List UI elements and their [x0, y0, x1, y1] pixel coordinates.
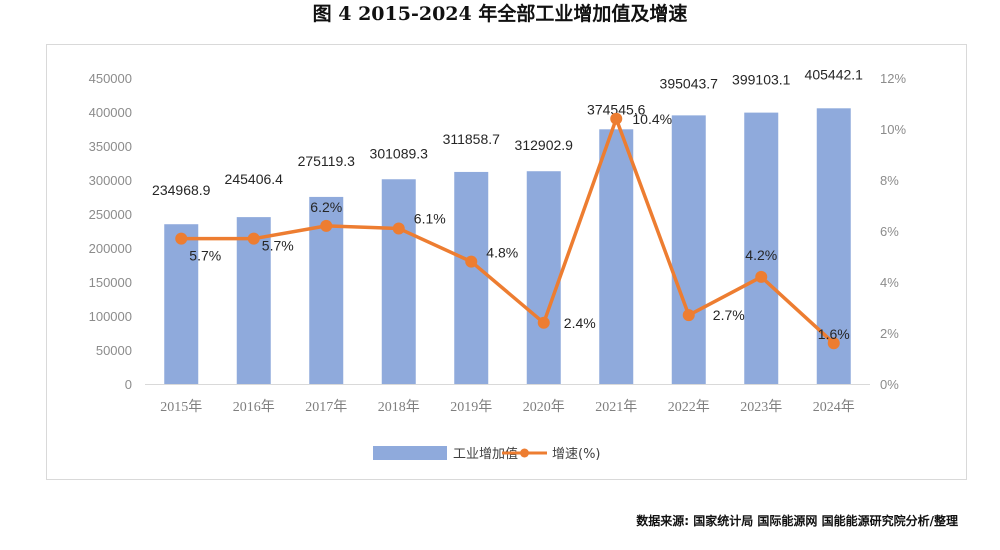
x-axis-ticks: 2015年 2016年 2017年 2018年 2019年 2020年 2021年 2022年… — [160, 399, 855, 415]
chart-title: 图 4 2015-2024 年全部工业增加值及增速 — [312, 3, 688, 25]
x-axis-tick-label: 2020年 — [523, 399, 565, 415]
growth-data-label: 6.2% — [310, 199, 342, 215]
x-axis-tick-label: 2017年 — [305, 399, 347, 415]
bar-series — [164, 108, 851, 384]
bar-data-label: 234968.9 — [152, 182, 211, 198]
growth-point — [465, 255, 478, 268]
bar — [381, 179, 416, 384]
right-axis-tick-label: 10% — [880, 122, 906, 137]
growth-point — [755, 270, 768, 283]
growth-line — [181, 117, 835, 345]
left-axis-tick-label: 200000 — [89, 241, 132, 256]
bar-data-label: 374545.6 — [587, 101, 646, 117]
left-axis-tick-label: 50000 — [96, 343, 132, 358]
right-axis-tick-label: 4% — [880, 275, 899, 290]
right-axis-tick-label: 2% — [880, 326, 899, 341]
growth-point — [827, 337, 840, 350]
legend-swatch-growth-marker — [520, 448, 529, 458]
growth-data-label: 5.7% — [262, 238, 294, 254]
x-axis-tick-label: 2022年 — [668, 399, 710, 415]
legend-label-growth: 增速(%) — [552, 447, 601, 462]
right-axis-tick-label: 8% — [880, 173, 899, 188]
bar — [671, 115, 706, 384]
x-axis-tick-label: 2015年 — [160, 399, 202, 415]
left-axis-tick-label: 150000 — [89, 275, 132, 290]
bar — [744, 112, 779, 384]
bar-data-label: 399103.1 — [732, 72, 791, 88]
growth-point — [320, 219, 333, 232]
growth-point — [247, 232, 260, 245]
growth-data-label: 4.2% — [745, 247, 777, 263]
data-source-note: 数据来源: 国家统计局 国际能源网 国能能源研究院分析/整理 — [636, 514, 958, 528]
bar-data-label: 312902.9 — [515, 137, 574, 153]
growth-point — [392, 222, 405, 235]
bar-data-label: 395043.7 — [660, 75, 719, 91]
legend-label-industrial-value: 工业增加值 — [453, 446, 518, 462]
growth-data-label: 2.7% — [713, 307, 745, 323]
growth-data-label: 1.6% — [818, 326, 850, 342]
right-axis-tick-label: 12% — [880, 71, 906, 86]
x-axis-tick-label: 2018年 — [378, 399, 420, 415]
left-axis-tick-label: 250000 — [89, 207, 132, 222]
x-axis-tick-label: 2016年 — [233, 399, 275, 415]
line-data-labels: 5.7% 5.7% 6.2% 6.1% 4.8% 2.4% 10.4% 2.7% 4.2% 1.6… — [189, 111, 849, 342]
line-series — [175, 112, 840, 350]
growth-data-label: 6.1% — [414, 210, 446, 226]
bar — [236, 217, 271, 384]
growth-data-label: 4.8% — [486, 245, 518, 261]
growth-data-label: 2.4% — [564, 315, 596, 331]
bar-data-label: 245406.4 — [225, 171, 284, 187]
right-axis-tick-label: 6% — [880, 224, 899, 239]
legend: 工业增加值 增速(%) — [373, 446, 601, 462]
bar-data-label: 301089.3 — [370, 145, 429, 161]
x-axis-tick-label: 2021年 — [595, 399, 637, 415]
x-axis-tick-label: 2019年 — [450, 399, 492, 415]
bar-data-label: 405442.1 — [805, 66, 864, 82]
bar-data-label: 275119.3 — [298, 153, 356, 169]
x-axis-tick-label: 2023年 — [740, 399, 782, 415]
growth-point — [537, 316, 550, 329]
left-axis-tick-label: 400000 — [89, 105, 132, 120]
left-axis-tick-label: 300000 — [89, 173, 132, 188]
bar-data-labels: 234968.9 245406.4 275119.3 301089.3 311858.7… — [152, 66, 863, 198]
bar — [526, 171, 561, 384]
x-axis-tick-label: 2024年 — [813, 399, 855, 415]
bar — [164, 224, 199, 384]
growth-point — [175, 232, 188, 245]
bar — [599, 129, 634, 384]
bar-data-label: 311858.7 — [443, 131, 501, 147]
left-axis-ticks: 0 50000 100000 150000 200000 250000 300000 3500… — [89, 71, 132, 392]
growth-data-label: 10.4% — [632, 111, 672, 127]
growth-point — [610, 112, 623, 125]
growth-data-label: 5.7% — [189, 248, 221, 264]
left-axis-tick-label: 350000 — [89, 139, 132, 154]
legend-swatch-industrial-value — [373, 446, 447, 460]
growth-point — [682, 309, 695, 322]
chart-frame — [46, 44, 967, 480]
left-axis-tick-label: 450000 — [89, 71, 132, 86]
bar — [454, 171, 489, 384]
left-axis-tick-label: 0 — [125, 377, 132, 392]
right-axis-ticks: 0% 2% 4% 6% 8% 10% 12% — [880, 71, 906, 392]
left-axis-tick-label: 100000 — [89, 309, 132, 324]
right-axis-tick-label: 0% — [880, 377, 899, 392]
